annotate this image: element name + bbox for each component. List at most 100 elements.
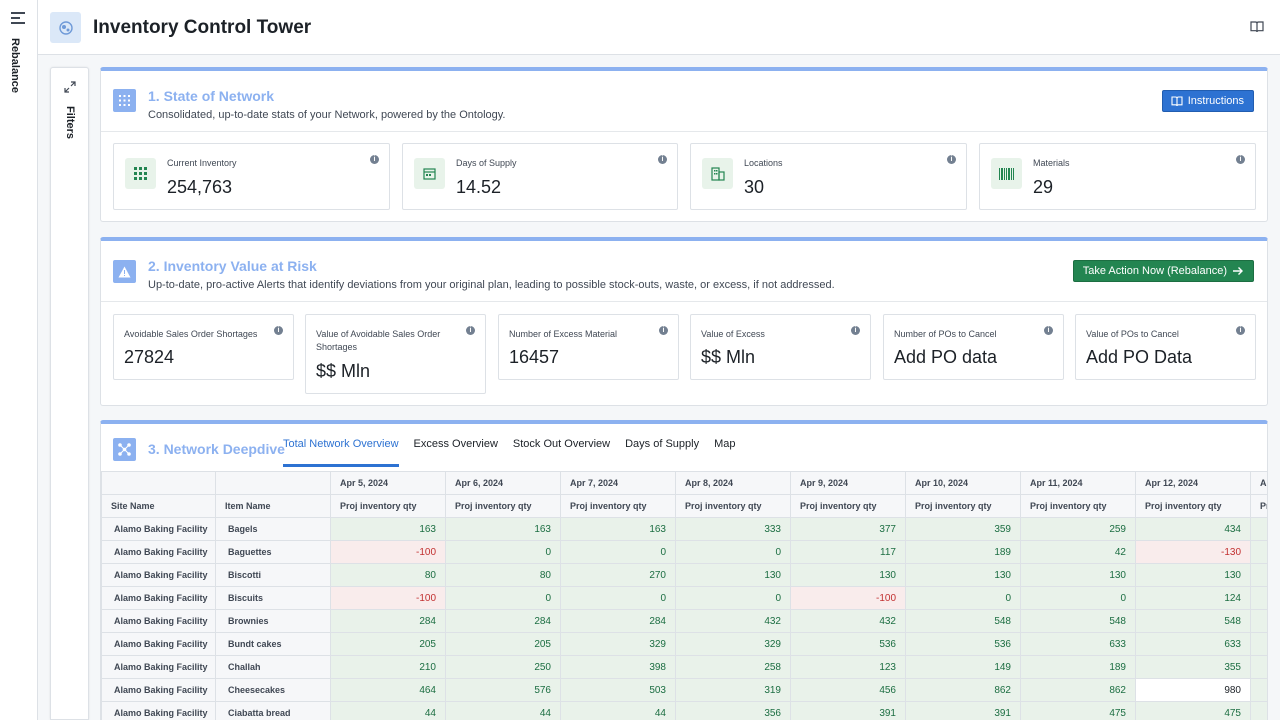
inventory-qty-cell[interactable]: -100 — [790, 586, 906, 610]
table-row[interactable]: Alamo Baking Facility Ciabatta bread 44 44 4… — [101, 701, 1267, 720]
inventory-qty-cell[interactable]: 130 — [1135, 563, 1251, 587]
inventory-qty-cell[interactable]: 0 — [560, 586, 676, 610]
metric-header[interactable]: Proj inventory qty — [1135, 494, 1251, 518]
inventory-qty-cell[interactable]: 258 — [675, 655, 791, 679]
inventory-qty-cell[interactable] — [1250, 655, 1267, 679]
metric-header[interactable]: Proj inventory qty — [445, 494, 561, 518]
inventory-qty-cell[interactable]: 124 — [1135, 586, 1251, 610]
inventory-qty-cell[interactable]: 130 — [905, 563, 1021, 587]
inventory-qty-cell[interactable]: 329 — [675, 632, 791, 656]
instructions-button[interactable]: Instructions — [1161, 90, 1254, 112]
metric-header[interactable]: Proj inventory qty — [1020, 494, 1136, 518]
info-icon[interactable]: i — [1236, 155, 1245, 164]
inventory-qty-cell[interactable]: 0 — [905, 586, 1021, 610]
inventory-qty-cell[interactable]: 862 — [1020, 678, 1136, 702]
inventory-qty-cell[interactable]: 548 — [905, 609, 1021, 633]
inventory-qty-cell[interactable] — [1250, 632, 1267, 656]
metric-header[interactable]: Proj inventory qty — [330, 494, 446, 518]
metric-header[interactable]: Proj inventory qty — [560, 494, 676, 518]
inventory-qty-cell[interactable]: 0 — [675, 540, 791, 564]
inventory-qty-cell[interactable] — [1250, 586, 1267, 610]
inventory-qty-cell[interactable]: 359 — [905, 517, 1021, 541]
tab-total-network-overview[interactable]: Total Network Overview — [283, 438, 399, 467]
table-row[interactable]: Alamo Baking Facility Cheesecakes 464 576 50… — [101, 678, 1267, 702]
inventory-qty-cell[interactable]: 270 — [560, 563, 676, 587]
inventory-qty-cell[interactable]: 0 — [560, 540, 676, 564]
table-row[interactable]: Alamo Baking Facility Biscotti 80 80 270 130 1… — [101, 563, 1267, 587]
inventory-qty-cell[interactable]: 456 — [790, 678, 906, 702]
inventory-qty-cell[interactable]: 250 — [445, 655, 561, 679]
info-icon[interactable]: i — [658, 155, 667, 164]
inventory-qty-cell[interactable]: 475 — [1135, 701, 1251, 720]
info-icon[interactable]: i — [1236, 326, 1245, 335]
inventory-qty-cell[interactable]: 548 — [1135, 609, 1251, 633]
tab-stock-out-overview[interactable]: Stock Out Overview — [512, 438, 611, 450]
date-header[interactable]: Apr 8, 2024 — [675, 471, 791, 495]
metric-header[interactable]: Pro — [1250, 494, 1267, 518]
date-header[interactable]: Apr 5, 2024 — [330, 471, 446, 495]
filters-label[interactable]: Filters — [64, 106, 76, 140]
inventory-qty-cell[interactable] — [1250, 517, 1267, 541]
info-icon[interactable]: i — [851, 326, 860, 335]
inventory-qty-cell[interactable]: 163 — [560, 517, 676, 541]
inventory-qty-cell[interactable]: 130 — [1020, 563, 1136, 587]
date-header[interactable]: Apr 12, 2024 — [1135, 471, 1251, 495]
inventory-qty-cell[interactable]: 356 — [675, 701, 791, 720]
inventory-qty-cell[interactable]: 633 — [1135, 632, 1251, 656]
rebalance-tab[interactable]: Rebalance — [9, 38, 21, 94]
info-icon[interactable]: i — [1044, 326, 1053, 335]
info-icon[interactable]: i — [274, 326, 283, 335]
inventory-qty-cell[interactable]: 259 — [1020, 517, 1136, 541]
tab-map[interactable]: Map — [714, 438, 736, 450]
date-header[interactable]: Apr — [1250, 471, 1267, 495]
table-row[interactable]: Alamo Baking Facility Bagels 163 163 163 333 3… — [101, 517, 1267, 541]
inventory-qty-cell[interactable]: 355 — [1135, 655, 1251, 679]
take-action-button[interactable]: Take Action Now (Rebalance) — [1072, 260, 1254, 282]
inventory-qty-cell[interactable]: 536 — [790, 632, 906, 656]
info-icon[interactable]: i — [947, 155, 956, 164]
inventory-qty-cell[interactable]: 536 — [905, 632, 1021, 656]
inventory-qty-cell[interactable]: 284 — [560, 609, 676, 633]
inventory-qty-cell[interactable]: 205 — [330, 632, 446, 656]
date-header[interactable]: Apr 9, 2024 — [790, 471, 906, 495]
metric-header[interactable]: Proj inventory qty — [675, 494, 791, 518]
inventory-qty-cell[interactable]: 210 — [330, 655, 446, 679]
menu-toggle-icon[interactable] — [11, 12, 25, 24]
inventory-qty-cell[interactable]: 42 — [1020, 540, 1136, 564]
inventory-qty-cell[interactable]: 123 — [790, 655, 906, 679]
info-icon[interactable]: i — [370, 155, 379, 164]
inventory-qty-cell[interactable]: 163 — [330, 517, 446, 541]
empty-header[interactable] — [101, 471, 216, 495]
inventory-qty-cell[interactable]: 434 — [1135, 517, 1251, 541]
item-name-header[interactable]: Item Name — [215, 494, 331, 518]
inventory-qty-cell[interactable]: 189 — [905, 540, 1021, 564]
date-header[interactable]: Apr 6, 2024 — [445, 471, 561, 495]
inventory-qty-cell[interactable]: 284 — [330, 609, 446, 633]
table-row[interactable]: Alamo Baking Facility Challah 210 250 398 258… — [101, 655, 1267, 679]
inventory-qty-cell[interactable]: 149 — [905, 655, 1021, 679]
info-icon[interactable]: i — [659, 326, 668, 335]
inventory-qty-cell[interactable]: 44 — [330, 701, 446, 720]
inventory-qty-cell[interactable]: 980 — [1135, 678, 1251, 702]
inventory-qty-cell[interactable]: 391 — [790, 701, 906, 720]
inventory-qty-cell[interactable]: 391 — [905, 701, 1021, 720]
inventory-qty-cell[interactable]: 633 — [1020, 632, 1136, 656]
inventory-qty-cell[interactable] — [1250, 678, 1267, 702]
inventory-qty-cell[interactable]: 319 — [675, 678, 791, 702]
inventory-qty-cell[interactable]: 0 — [675, 586, 791, 610]
date-header[interactable]: Apr 10, 2024 — [905, 471, 1021, 495]
inventory-qty-cell[interactable]: 432 — [675, 609, 791, 633]
inventory-qty-cell[interactable]: 432 — [790, 609, 906, 633]
inventory-qty-cell[interactable]: 205 — [445, 632, 561, 656]
inventory-qty-cell[interactable]: 548 — [1020, 609, 1136, 633]
inventory-qty-cell[interactable]: 0 — [1020, 586, 1136, 610]
inventory-qty-cell[interactable]: 189 — [1020, 655, 1136, 679]
inventory-qty-cell[interactable]: 80 — [445, 563, 561, 587]
table-row[interactable]: Alamo Baking Facility Baguettes -100 0 0 0 117… — [101, 540, 1267, 564]
inventory-qty-cell[interactable]: 163 — [445, 517, 561, 541]
inventory-qty-cell[interactable]: 284 — [445, 609, 561, 633]
inventory-qty-cell[interactable]: -100 — [330, 586, 446, 610]
inventory-qty-cell[interactable]: 503 — [560, 678, 676, 702]
metric-header[interactable]: Proj inventory qty — [790, 494, 906, 518]
metric-header[interactable]: Proj inventory qty — [905, 494, 1021, 518]
